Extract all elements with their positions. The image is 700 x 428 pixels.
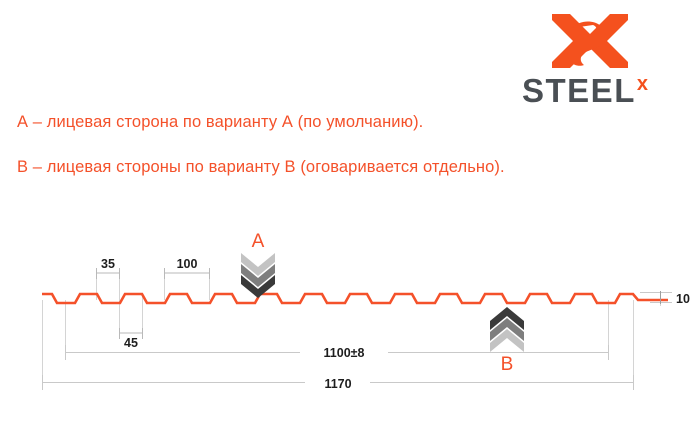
- dimension-label-1100: 1100±8: [324, 346, 365, 360]
- marker-a-label: A: [252, 231, 265, 252]
- profile-corrugation: [42, 292, 668, 305]
- wordmark-steel: STEEL: [522, 72, 636, 109]
- dimension-label-45: 45: [124, 336, 138, 350]
- dimension-label-100: 100: [177, 257, 198, 271]
- dimension-label-1170: 1170: [324, 377, 351, 391]
- marker-b: B: [490, 307, 524, 375]
- brand-logo: STEELx: [520, 8, 690, 108]
- steelx-x-mark-icon: [552, 8, 628, 68]
- dimension-pitch: 100: [164, 257, 210, 279]
- legend-line-b: В – лицевая стороны по варианту В (огова…: [17, 158, 505, 176]
- triple-chevron-down-icon: [241, 253, 275, 298]
- dimension-label-35: 35: [101, 257, 115, 271]
- marker-b-label: B: [501, 354, 514, 375]
- extension-lines: [42, 272, 661, 386]
- profile-outline: [0, 0, 178, 303]
- marker-a: A: [241, 231, 275, 298]
- triple-chevron-up-icon: [490, 307, 524, 352]
- dimension-total-width: 1170: [42, 375, 634, 391]
- dimension-valley-width: 45: [119, 328, 143, 350]
- brand-wordmark: STEELx: [522, 74, 690, 108]
- dimension-working-width: 1100±8: [65, 345, 609, 360]
- dimension-profile-height: 10: [640, 291, 690, 306]
- dimension-label-10: 10: [676, 292, 690, 306]
- dimension-rib-top-width: 35: [96, 257, 120, 279]
- wordmark-x: x: [636, 73, 648, 95]
- legend-line-a: А – лицевая сторона по варианту А (по ум…: [17, 113, 424, 131]
